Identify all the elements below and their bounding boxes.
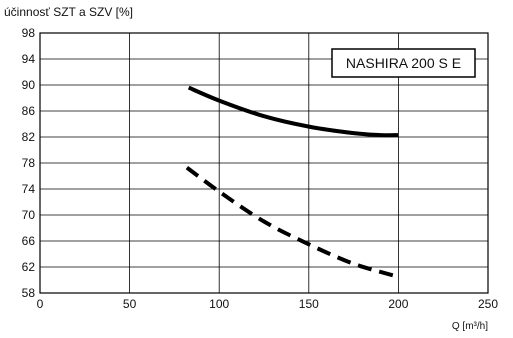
x-tick-label: 0 (37, 297, 44, 311)
x-tick-label: 100 (209, 297, 229, 311)
x-tick-label: 50 (123, 297, 137, 311)
y-tick-label: 82 (22, 130, 36, 144)
plot-frame (39, 32, 489, 294)
x-tick-label: 250 (478, 297, 498, 311)
x-axis-label: Q [m³/h] (452, 321, 488, 332)
y-tick-label: 98 (22, 26, 36, 40)
x-tick-label: 200 (388, 297, 408, 311)
y-tick-label: 86 (22, 104, 36, 118)
y-tick-label: 78 (22, 156, 36, 170)
y-tick-label: 66 (22, 234, 36, 248)
y-tick-label: 94 (22, 52, 36, 66)
y-tick-label: 70 (22, 208, 36, 222)
y-tick-label: 74 (22, 182, 36, 196)
y-tick-label: 90 (22, 78, 36, 92)
x-tick-label: 150 (299, 297, 319, 311)
legend-box (331, 48, 476, 78)
y-tick-label: 62 (22, 260, 36, 274)
y-tick-label: 58 (22, 286, 36, 300)
y-axis-label: účinnosť SZT a SZV [%] (4, 5, 133, 19)
series-line-dashed (185, 165, 399, 279)
series-line-solid (187, 85, 399, 138)
legend-label: NASHIRA 200 S E (346, 55, 461, 71)
